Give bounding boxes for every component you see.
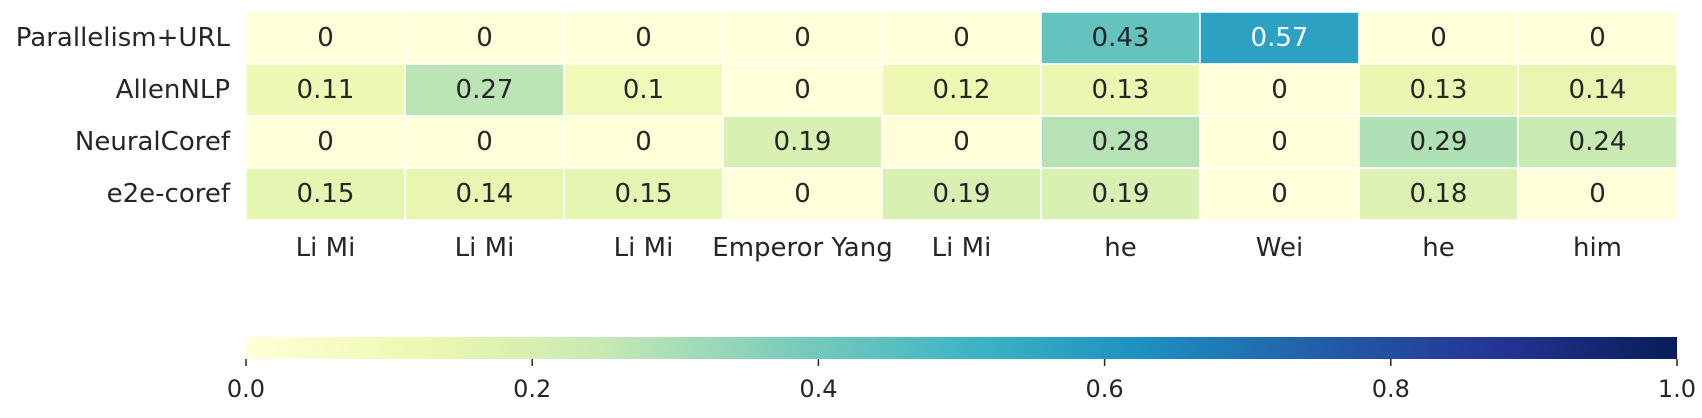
row-label: AllenNLP	[116, 75, 230, 105]
cell-value-label: 0	[1271, 127, 1288, 157]
colorbar-ticks: 0.0 0.2 0.4 0.6 0.8 1.0	[227, 359, 1696, 403]
cell-value-label: 0.27	[456, 75, 514, 105]
heatmap-cell	[722, 115, 883, 169]
heatmap-cell	[881, 115, 1042, 169]
cell-value-label: 0.19	[1092, 179, 1150, 209]
column-label: Li Mi	[455, 233, 515, 263]
heatmap-cell	[1517, 167, 1678, 221]
heatmap-cell	[404, 115, 565, 169]
cell-value-label: 0.19	[774, 127, 832, 157]
cell-value-label: 0	[1271, 75, 1288, 105]
cell-value-label: 0.1	[623, 75, 664, 105]
cell-value-label: 0	[794, 75, 811, 105]
cell-value-label: 0	[317, 23, 334, 53]
heatmap-cell	[1517, 63, 1678, 117]
cell-value-label: 0	[476, 23, 493, 53]
heatmap-cell	[563, 63, 724, 117]
heatmap-cell	[722, 167, 883, 221]
heatmap-cell	[245, 11, 406, 65]
cell-value-label: 0	[794, 23, 811, 53]
heatmap-cell	[245, 63, 406, 117]
column-label: Emperor Yang	[712, 233, 892, 263]
heatmap-cell	[1199, 63, 1360, 117]
cell-value-label: 0	[1589, 179, 1606, 209]
colorbar-tick-label: 0.6	[1086, 375, 1124, 403]
cell-value-label: 0	[1271, 179, 1288, 209]
colorbar-tick-label: 0.8	[1372, 375, 1410, 403]
cell-value-label: 0	[794, 179, 811, 209]
cell-value-label: 0.15	[297, 179, 355, 209]
heatmap-cell	[1358, 167, 1519, 221]
column-label: he	[1104, 233, 1136, 263]
cell-value-label: 0.15	[615, 179, 673, 209]
cell-value-label: 0.57	[1251, 23, 1309, 53]
cell-value-label: 0	[1589, 23, 1606, 53]
heatmap-cell	[881, 63, 1042, 117]
cell-value-label: 0	[953, 127, 970, 157]
cell-value-label: 0.28	[1092, 127, 1150, 157]
cell-value-label: 0.14	[456, 179, 514, 209]
colorbar-tick-label: 0.0	[227, 375, 265, 403]
heatmap-cell	[563, 115, 724, 169]
colorbar-tick-label: 0.4	[799, 375, 837, 403]
cell-value-label: 0.19	[933, 179, 991, 209]
column-label: him	[1573, 233, 1622, 263]
row-labels: Parallelism+URL AllenNLP NeuralCoref e2e-co…	[16, 23, 231, 209]
column-labels: Li Mi Li Mi Li Mi Emperor Yang Li Mi he Wei he h…	[296, 233, 1622, 263]
column-label: Li Mi	[614, 233, 674, 263]
heatmap-cell	[1040, 11, 1201, 65]
cell-value-label: 0.13	[1410, 75, 1468, 105]
column-label: Wei	[1256, 233, 1303, 263]
cell-value-label: 0	[635, 23, 652, 53]
heatmap-cell	[1358, 63, 1519, 117]
cell-value-label: 0	[476, 127, 493, 157]
column-label: Li Mi	[296, 233, 356, 263]
cell-value-label: 0	[317, 127, 334, 157]
colorbar-gradient	[246, 337, 1677, 359]
heatmap-cells: 0 0 0 0 0 0.43 0.57 0 0 0.11 0.27 0.1 0 0.12 0.13 0 0.13…	[245, 11, 1678, 221]
colorbar: 0.0 0.2 0.4 0.6 0.8 1.0	[227, 337, 1696, 403]
column-label: Li Mi	[932, 233, 992, 263]
heatmap-cell	[1358, 11, 1519, 65]
heatmap-cell	[245, 167, 406, 221]
heatmap-cell	[245, 115, 406, 169]
heatmap-cell	[1199, 167, 1360, 221]
cell-value-label: 0.29	[1410, 127, 1468, 157]
heatmap-cell	[563, 11, 724, 65]
heatmap-cell	[404, 11, 565, 65]
heatmap-cell	[1517, 115, 1678, 169]
heatmap-cell	[1199, 115, 1360, 169]
heatmap-cell	[404, 167, 565, 221]
cell-value-label: 0.43	[1092, 23, 1150, 53]
colorbar-tick-label: 1.0	[1658, 375, 1696, 403]
cell-value-label: 0.13	[1092, 75, 1150, 105]
cell-value-label: 0.14	[1569, 75, 1627, 105]
cell-value-label: 0.11	[297, 75, 355, 105]
row-label: NeuralCoref	[75, 127, 231, 157]
row-label: Parallelism+URL	[16, 23, 231, 53]
cell-value-label: 0	[635, 127, 652, 157]
cell-value-label: 0.18	[1410, 179, 1468, 209]
row-label: e2e-coref	[107, 179, 231, 209]
column-label: he	[1422, 233, 1454, 263]
colorbar-tick-label: 0.2	[513, 375, 551, 403]
cell-value-label: 0	[953, 23, 970, 53]
cell-value-label: 0.12	[933, 75, 991, 105]
cell-value-label: 0	[1430, 23, 1447, 53]
cell-value-label: 0.24	[1569, 127, 1627, 157]
